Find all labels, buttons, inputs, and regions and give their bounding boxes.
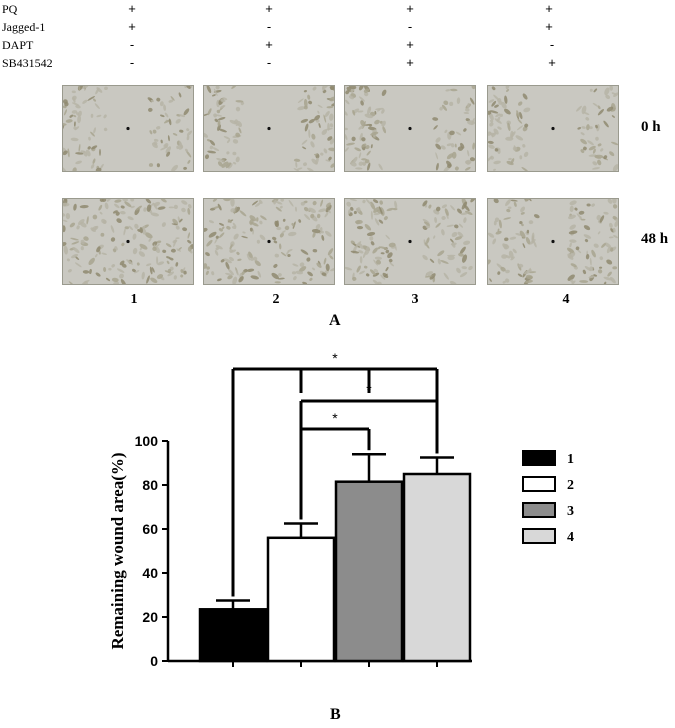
micrograph-lane3-0h (344, 85, 476, 172)
y-tick-label: 0 (150, 653, 158, 669)
time-label-0h: 0 h (641, 119, 661, 135)
micrograph-lane2-0h (203, 85, 335, 172)
legend-label: 3 (567, 504, 574, 519)
sign-pq-2: + (265, 1, 273, 16)
y-tick-label: 60 (142, 521, 158, 537)
lane-number-2: 2 (272, 292, 280, 307)
legend-swatch (522, 528, 556, 544)
significance-label: * (366, 382, 372, 398)
y-tick-label: 100 (135, 433, 159, 449)
bar-chart: 0 20 40 60 80 100 Remaining wound area(%) * * * 1 2… (108, 350, 574, 669)
bar (198, 608, 268, 663)
significance-label: * (332, 410, 338, 426)
legend-swatch (522, 450, 556, 466)
sign-sb431542-1: - (129, 55, 135, 70)
time-label-48h: 48 h (641, 231, 669, 247)
treatment-label-jagged1: Jagged-1 (2, 20, 46, 34)
treatment-label-dapt: DAPT (2, 38, 34, 52)
sign-dapt-2: + (265, 37, 273, 52)
micrograph-lane4-0h (487, 85, 619, 172)
lane-number-3: 3 (411, 292, 419, 307)
lane-number-4: 4 (562, 292, 570, 307)
legend-label: 2 (567, 478, 574, 493)
legend-label: 4 (567, 530, 574, 545)
sign-sb431542-4: + (548, 55, 556, 70)
treatment-label-sb431542: SB431542 (2, 56, 53, 70)
micrograph-lane1-48h (62, 198, 194, 285)
panel-label-b: B (330, 706, 341, 723)
micrograph-lane4-48h (487, 198, 619, 285)
sign-pq-1: + (128, 1, 136, 16)
sign-pq-4: + (545, 1, 553, 16)
legend-label: 1 (567, 452, 574, 467)
sign-jagged1-3: - (407, 19, 413, 34)
micrograph-lane1-0h (62, 85, 194, 172)
bar (266, 536, 336, 663)
legend-swatch (522, 476, 556, 492)
sign-dapt-1: - (129, 37, 135, 52)
y-tick-label: 40 (142, 565, 158, 581)
bar (402, 472, 472, 663)
lane-number-1: 1 (130, 292, 138, 307)
y-tick-label: 20 (142, 609, 158, 625)
y-axis-title: Remaining wound area(%) (108, 452, 127, 649)
sign-dapt-4: - (549, 37, 555, 52)
treatment-label-pq: PQ (2, 2, 18, 16)
sign-jagged1-4: + (545, 19, 553, 34)
bar (334, 480, 404, 663)
sign-jagged1-1: + (128, 19, 136, 34)
sign-sb431542-3: + (406, 55, 414, 70)
legend-swatch (522, 502, 556, 518)
sign-jagged1-2: - (266, 19, 272, 34)
micrograph-lane2-48h (203, 198, 335, 285)
y-tick-label: 80 (142, 477, 158, 493)
sign-sb431542-2: - (266, 55, 272, 70)
significance-label: * (332, 350, 338, 366)
sign-pq-3: + (406, 1, 414, 16)
micrograph-lane3-48h (344, 198, 476, 285)
panel-label-a: A (329, 312, 341, 329)
sign-dapt-3: + (406, 37, 414, 52)
